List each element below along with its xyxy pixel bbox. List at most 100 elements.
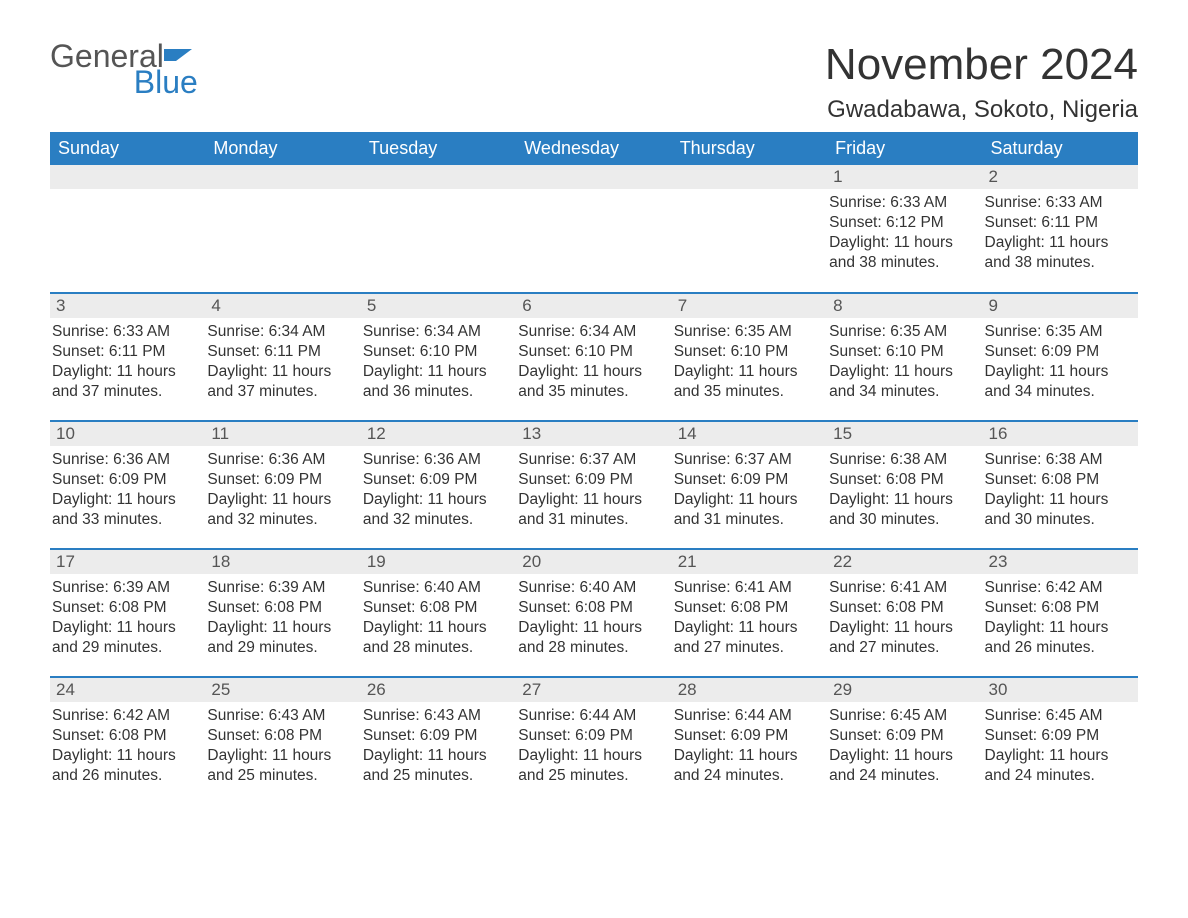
sunset-line: Sunset: 6:10 PM — [829, 342, 978, 362]
sunset-line: Sunset: 6:08 PM — [207, 726, 356, 746]
sunrise-value: 6:35 AM — [1046, 323, 1103, 340]
calendar-week-row: 10Sunrise: 6:36 AMSunset: 6:09 PMDayligh… — [50, 421, 1138, 549]
daylight-label: Daylight: — [829, 747, 894, 764]
sunset-label: Sunset: — [985, 471, 1042, 488]
sunrise-label: Sunrise: — [518, 707, 579, 724]
daylight-line: Daylight: 11 hours and 37 minutes. — [207, 362, 356, 402]
sunrise-line: Sunrise: 6:41 AM — [674, 578, 823, 598]
daylight-label: Daylight: — [674, 619, 739, 636]
sunrise-value: 6:44 AM — [735, 707, 792, 724]
day-number: 29 — [827, 678, 982, 702]
calendar-cell: 12Sunrise: 6:36 AMSunset: 6:09 PMDayligh… — [361, 421, 516, 549]
daylight-line: Daylight: 11 hours and 34 minutes. — [985, 362, 1134, 402]
sunset-label: Sunset: — [829, 343, 886, 360]
daylight-line: Daylight: 11 hours and 35 minutes. — [674, 362, 823, 402]
sunrise-line: Sunrise: 6:37 AM — [674, 450, 823, 470]
day-number: 7 — [672, 294, 827, 318]
empty-daynum — [672, 165, 827, 189]
sunset-value: 6:10 PM — [420, 343, 478, 360]
day-body: Sunrise: 6:40 AMSunset: 6:08 PMDaylight:… — [361, 574, 516, 663]
daylight-line: Daylight: 11 hours and 24 minutes. — [985, 746, 1134, 786]
sunset-label: Sunset: — [985, 343, 1042, 360]
day-number: 8 — [827, 294, 982, 318]
title-block: November 2024 Gwadabawa, Sokoto, Nigeria — [825, 40, 1138, 124]
sunrise-label: Sunrise: — [674, 579, 735, 596]
sunset-label: Sunset: — [829, 214, 886, 231]
day-number: 26 — [361, 678, 516, 702]
sunset-line: Sunset: 6:11 PM — [207, 342, 356, 362]
day-number: 21 — [672, 550, 827, 574]
calendar-cell: 23Sunrise: 6:42 AMSunset: 6:08 PMDayligh… — [983, 549, 1138, 677]
sunset-line: Sunset: 6:09 PM — [985, 342, 1134, 362]
sunrise-line: Sunrise: 6:34 AM — [518, 322, 667, 342]
calendar-cell: 20Sunrise: 6:40 AMSunset: 6:08 PMDayligh… — [516, 549, 671, 677]
sunset-line: Sunset: 6:11 PM — [52, 342, 201, 362]
sunset-value: 6:09 PM — [264, 471, 322, 488]
sunset-label: Sunset: — [363, 343, 420, 360]
sunset-line: Sunset: 6:10 PM — [674, 342, 823, 362]
daylight-label: Daylight: — [985, 363, 1050, 380]
calendar-cell: 28Sunrise: 6:44 AMSunset: 6:09 PMDayligh… — [672, 677, 827, 805]
day-number: 14 — [672, 422, 827, 446]
sunset-value: 6:09 PM — [886, 727, 944, 744]
sunset-value: 6:09 PM — [420, 727, 478, 744]
empty-daynum — [516, 165, 671, 189]
day-number: 25 — [205, 678, 360, 702]
empty-daynum — [361, 165, 516, 189]
sunset-value: 6:08 PM — [420, 599, 478, 616]
sunset-value: 6:09 PM — [575, 471, 633, 488]
daylight-line: Daylight: 11 hours and 34 minutes. — [829, 362, 978, 402]
sunset-value: 6:10 PM — [575, 343, 633, 360]
daylight-line: Daylight: 11 hours and 25 minutes. — [518, 746, 667, 786]
day-body: Sunrise: 6:35 AMSunset: 6:10 PMDaylight:… — [827, 318, 982, 407]
calendar-cell: 24Sunrise: 6:42 AMSunset: 6:08 PMDayligh… — [50, 677, 205, 805]
sunset-value: 6:11 PM — [1041, 214, 1098, 231]
sunrise-value: 6:37 AM — [735, 451, 792, 468]
sunrise-line: Sunrise: 6:41 AM — [829, 578, 978, 598]
daylight-line: Daylight: 11 hours and 28 minutes. — [363, 618, 512, 658]
sunrise-label: Sunrise: — [207, 323, 268, 340]
sunset-line: Sunset: 6:12 PM — [829, 213, 978, 233]
sunset-line: Sunset: 6:09 PM — [518, 470, 667, 490]
sunset-value: 6:08 PM — [109, 727, 167, 744]
sunset-line: Sunset: 6:08 PM — [829, 470, 978, 490]
sunset-value: 6:08 PM — [886, 471, 944, 488]
sunset-label: Sunset: — [52, 343, 109, 360]
sunset-value: 6:09 PM — [1041, 727, 1099, 744]
sunrise-value: 6:39 AM — [269, 579, 326, 596]
sunset-label: Sunset: — [363, 727, 420, 744]
day-number: 2 — [983, 165, 1138, 189]
calendar-page: General Blue November 2024 Gwadabawa, So… — [0, 0, 1188, 845]
sunrise-label: Sunrise: — [985, 579, 1046, 596]
sunset-line: Sunset: 6:08 PM — [985, 470, 1134, 490]
day-body: Sunrise: 6:35 AMSunset: 6:09 PMDaylight:… — [983, 318, 1138, 407]
daylight-line: Daylight: 11 hours and 27 minutes. — [829, 618, 978, 658]
sunset-line: Sunset: 6:08 PM — [52, 726, 201, 746]
day-body: Sunrise: 6:44 AMSunset: 6:09 PMDaylight:… — [516, 702, 671, 791]
daylight-line: Daylight: 11 hours and 26 minutes. — [985, 618, 1134, 658]
calendar-cell: 27Sunrise: 6:44 AMSunset: 6:09 PMDayligh… — [516, 677, 671, 805]
daylight-line: Daylight: 11 hours and 32 minutes. — [207, 490, 356, 530]
sunset-value: 6:09 PM — [1041, 343, 1099, 360]
daylight-label: Daylight: — [829, 491, 894, 508]
sunset-value: 6:10 PM — [886, 343, 944, 360]
sunrise-line: Sunrise: 6:44 AM — [674, 706, 823, 726]
sunrise-value: 6:35 AM — [735, 323, 792, 340]
sunrise-line: Sunrise: 6:43 AM — [207, 706, 356, 726]
daylight-label: Daylight: — [829, 234, 894, 251]
sunrise-value: 6:38 AM — [1046, 451, 1103, 468]
sunset-label: Sunset: — [985, 727, 1042, 744]
calendar-cell — [205, 165, 360, 293]
sunrise-line: Sunrise: 6:45 AM — [985, 706, 1134, 726]
sunset-value: 6:09 PM — [575, 727, 633, 744]
sunrise-value: 6:34 AM — [269, 323, 326, 340]
sunset-label: Sunset: — [674, 599, 731, 616]
sunrise-value: 6:40 AM — [579, 579, 636, 596]
sunrise-value: 6:45 AM — [890, 707, 947, 724]
sunrise-label: Sunrise: — [829, 707, 890, 724]
day-number: 19 — [361, 550, 516, 574]
sunrise-label: Sunrise: — [363, 451, 424, 468]
sunrise-value: 6:36 AM — [424, 451, 481, 468]
sunrise-value: 6:40 AM — [424, 579, 481, 596]
sunrise-label: Sunrise: — [207, 579, 268, 596]
